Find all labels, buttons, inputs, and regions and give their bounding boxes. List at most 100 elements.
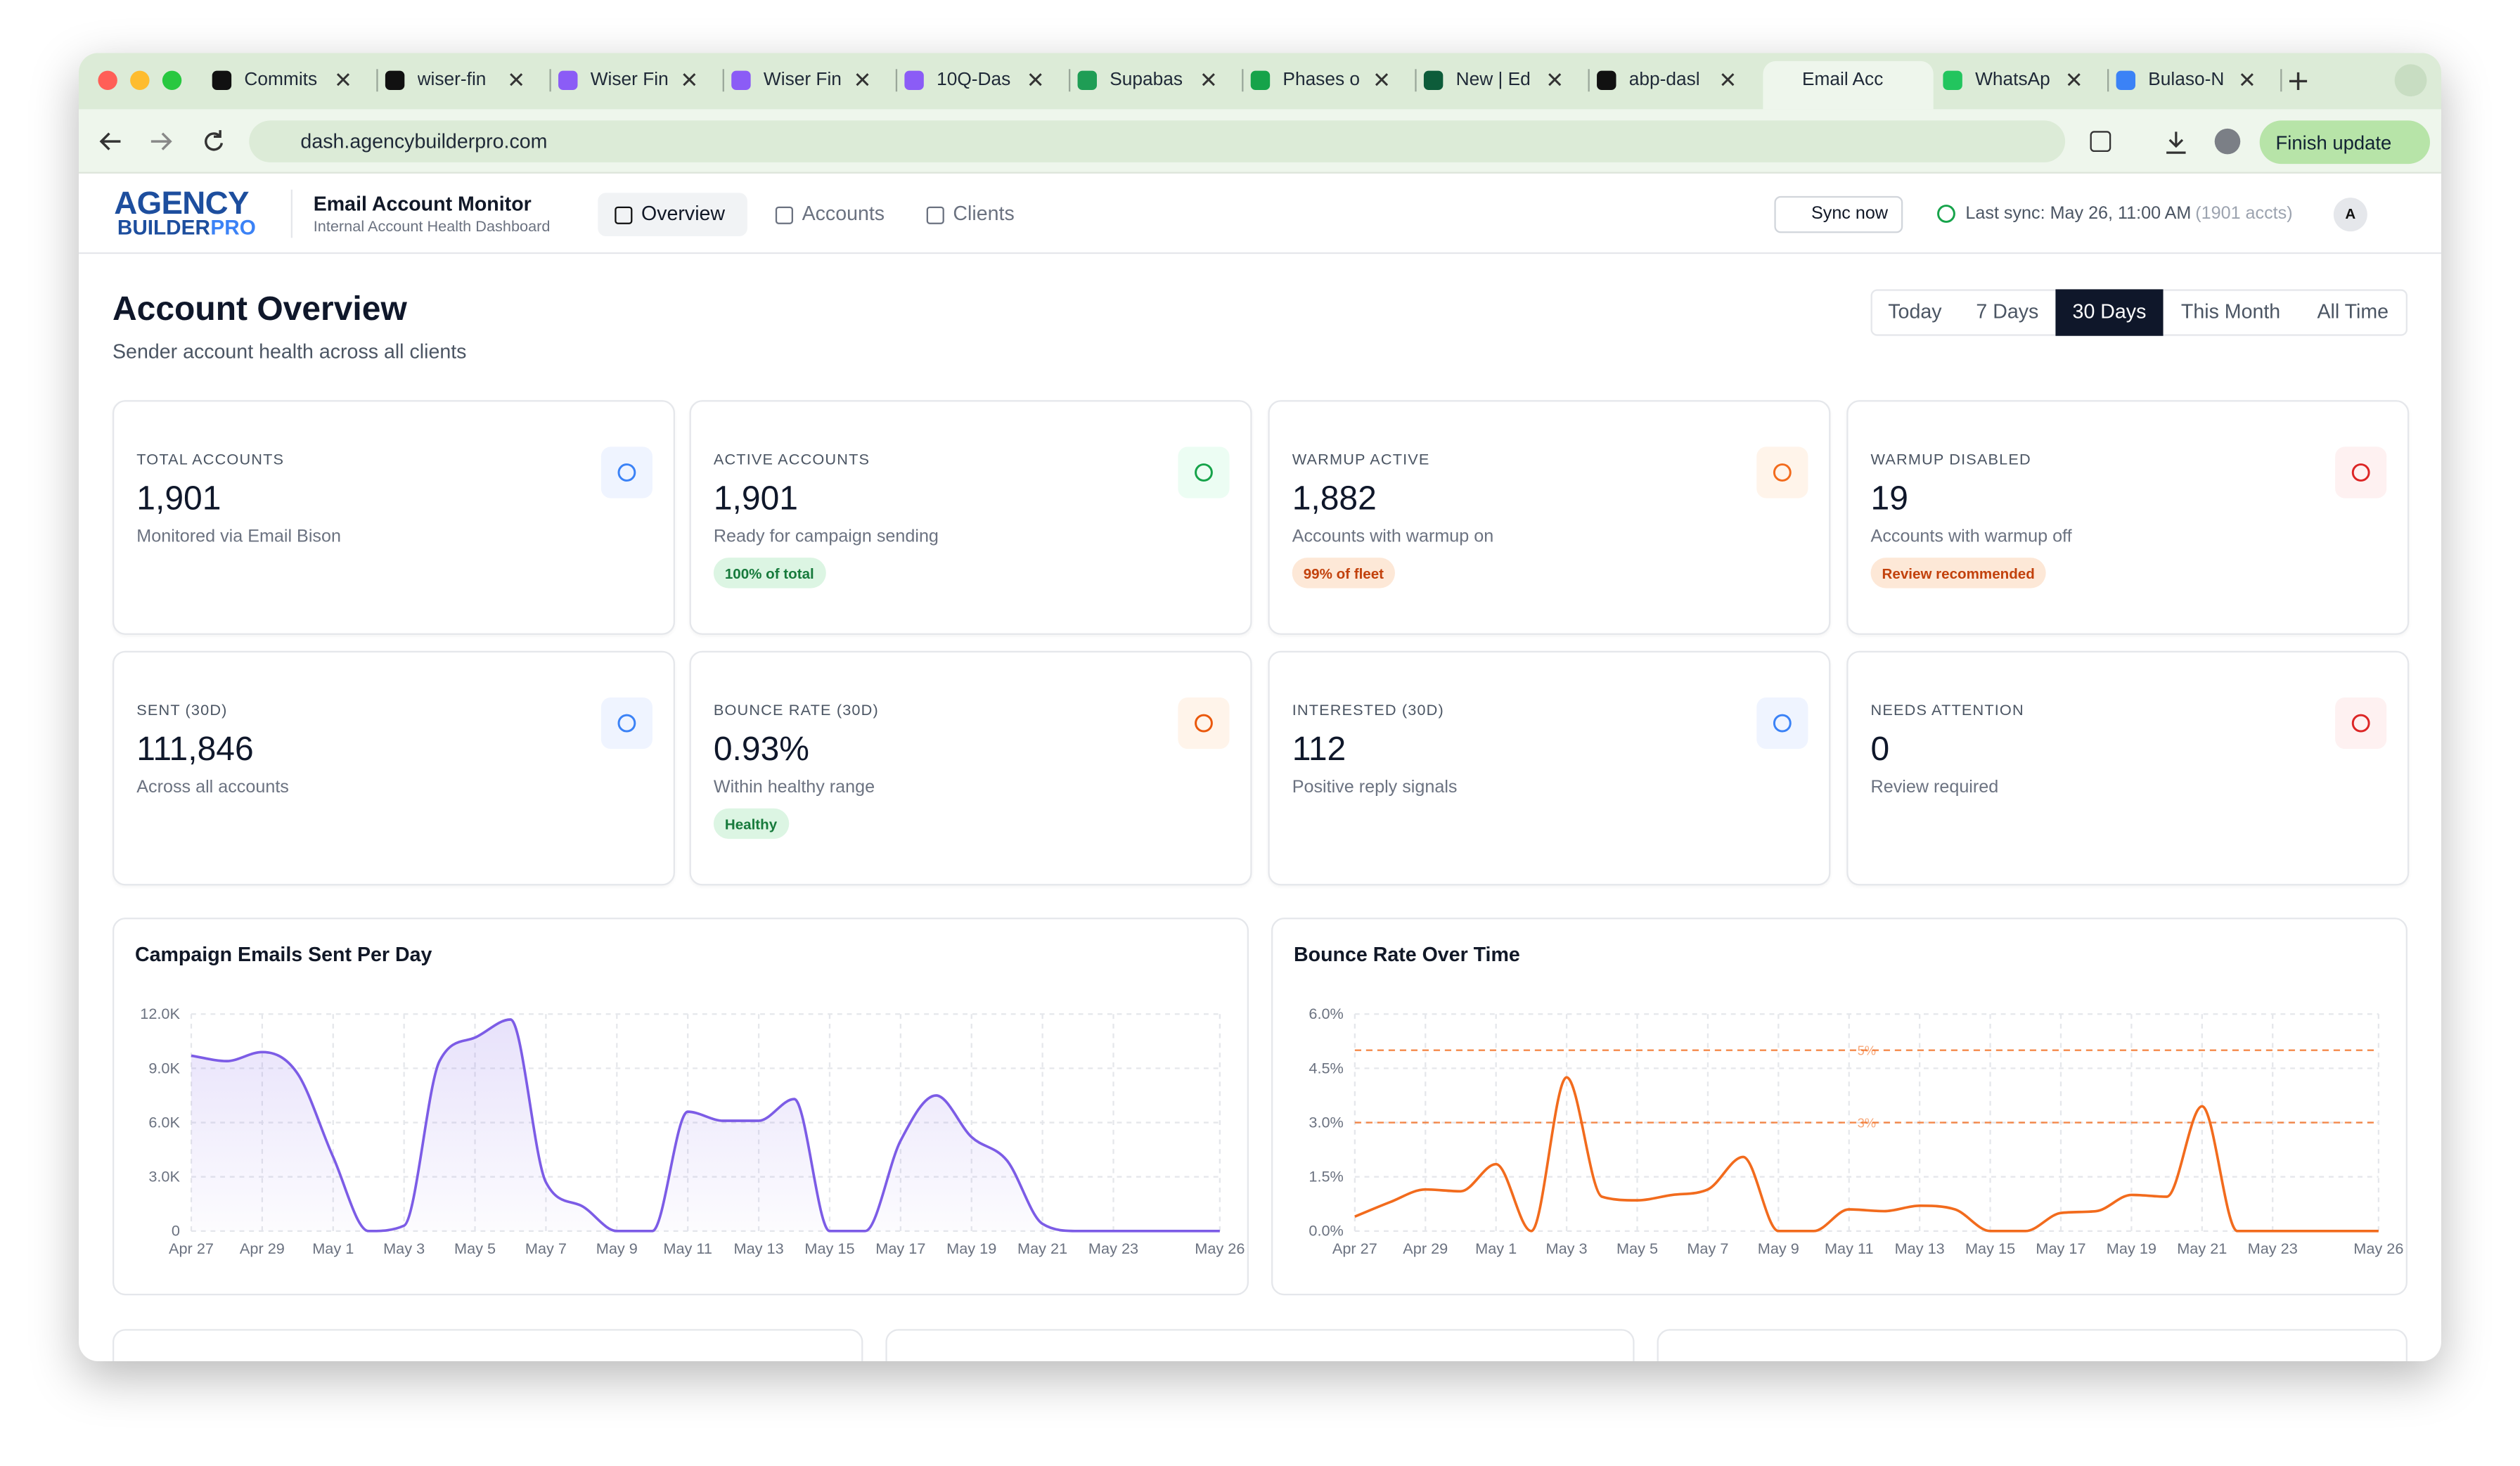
tab-close [510, 73, 523, 86]
download [2166, 131, 2186, 154]
section-card [885, 1329, 1635, 1361]
tab-close [2240, 73, 2254, 86]
tab-icon [1250, 70, 1271, 90]
logo-bottom: BUILDER [117, 215, 210, 240]
nav-item[interactable]: Accounts [759, 193, 904, 236]
tab-title: Email Acc [1801, 70, 1884, 90]
browser-tab[interactable]: Supabas [1071, 61, 1241, 110]
range-button[interactable]: 7 Days [1976, 300, 2039, 323]
card-icon [1178, 697, 1230, 750]
app-title: Email Account Monitor [313, 193, 532, 216]
tab-close [856, 73, 869, 86]
section-card [112, 1329, 863, 1361]
window-control [130, 70, 150, 90]
card-badge: 100% of total [713, 558, 825, 589]
tab-close [683, 73, 696, 86]
icon-glyph [617, 714, 636, 733]
status-icon [1937, 205, 1955, 223]
card-badge: 99% of fleet [1292, 558, 1396, 589]
stat-card: INTERESTED (30D) 112 Positive reply signal… [1268, 650, 1831, 886]
glyph [1773, 714, 1792, 733]
browser-tab[interactable]: 10Q-Das [898, 61, 1068, 110]
nav-icon [926, 206, 944, 224]
reload [205, 130, 224, 151]
glyph [617, 463, 636, 482]
browser-tab[interactable]: Bulaso-N [2109, 61, 2280, 110]
card-note: Review required [1870, 778, 1999, 797]
browser-tab[interactable]: Phases o [1245, 61, 1415, 110]
card-icon [2335, 697, 2387, 750]
glyph [2351, 463, 2370, 482]
sync-label: Sync now [1811, 204, 1889, 224]
glyph [2351, 714, 2370, 733]
browser-tab[interactable]: Commits [206, 61, 376, 110]
stat-card: SENT (30D) 111,846 Across all accounts [112, 650, 675, 886]
card-value: 19 [1870, 480, 1908, 517]
nav-icon [615, 206, 633, 224]
chrome-icons [98, 64, 2427, 155]
tab-icon [1423, 70, 1444, 90]
nav-glyph [775, 206, 793, 224]
browser-tab[interactable]: Wiser Fin [725, 61, 895, 110]
browser-tab[interactable]: Wiser Fin [552, 61, 722, 110]
tab-icon [1077, 70, 1097, 90]
url-bar[interactable] [249, 120, 2066, 162]
glyph [1195, 714, 1213, 733]
tab-icon [558, 70, 578, 90]
browser-tab[interactable]: Email Acc [1763, 60, 1934, 110]
card-note: Across all accounts [136, 778, 289, 797]
tab-close [2067, 73, 2081, 86]
avatar[interactable]: A [2333, 198, 2367, 232]
card-label: BOUNCE RATE (30D) [713, 702, 879, 720]
range-button[interactable]: All Time [2317, 300, 2389, 323]
nav-item[interactable]: Clients [910, 193, 1022, 236]
card-icon [600, 446, 652, 499]
last-sync: Last sync: May 26, 11:00 AM [1965, 204, 2192, 224]
card-value: 1,901 [713, 480, 798, 517]
window-content: Commits wiser-fin Wiser Fin Wiser Fin 10Q-Da… [78, 53, 2441, 1361]
window-control [162, 70, 182, 90]
tab-title: abp-dasl [1628, 70, 1700, 90]
card-note: Within healthy range [713, 778, 875, 797]
card-icon [2335, 446, 2387, 499]
tab-title: Supabas [1110, 70, 1183, 90]
update-button[interactable]: Finish update [2259, 120, 2430, 165]
tab-title: Bulaso-N [2148, 70, 2225, 90]
card-icon [600, 697, 652, 750]
nav-item[interactable]: Overview [598, 193, 747, 236]
tab-title: New | Ed [1455, 70, 1531, 90]
tab-title: Phases o [1282, 70, 1361, 90]
range-button[interactable]: 30 Days [2055, 289, 2164, 336]
card-label: WARMUP ACTIVE [1292, 451, 1430, 470]
chart-title: Bounce Rate Over Time [1293, 943, 1520, 966]
tab-title: Wiser Fin [590, 70, 669, 90]
stat-card: ACTIVE ACCOUNTS 1,901 Ready for campaign s… [689, 400, 1252, 635]
tab-icon [385, 70, 405, 90]
nav-label: Overview [641, 202, 726, 225]
card-label: ACTIVE ACCOUNTS [713, 451, 870, 470]
card-badge: Review recommended [1870, 558, 2046, 589]
tab-icon [2116, 70, 2136, 90]
card-note: Positive reply signals [1292, 778, 1458, 797]
sync-button[interactable]: Sync now [1774, 195, 1903, 233]
range-button[interactable]: Today [1888, 300, 1942, 323]
range-button[interactable]: This Month [2180, 300, 2281, 323]
url: dash.agencybuilderpro.com [300, 130, 548, 153]
tab-icon [731, 70, 751, 90]
browser-tab[interactable]: New | Ed [1418, 61, 1588, 110]
icon-glyph [2351, 463, 2370, 482]
tab-title: Commits [244, 70, 318, 90]
chart-card [1271, 918, 2408, 1296]
header-divider [290, 189, 292, 238]
browser-tab[interactable]: wiser-fin [379, 61, 549, 110]
card-note: Accounts with warmup off [1870, 527, 2072, 547]
browser-tab[interactable]: abp-dasl [1590, 61, 1761, 110]
card-value: 111,846 [136, 731, 254, 769]
tab-close [1029, 73, 1042, 86]
icon-glyph [1773, 714, 1792, 733]
nav-label: Clients [953, 202, 1015, 225]
nav-glyph [926, 206, 944, 224]
tab-icon [904, 70, 924, 90]
tab-menu [2394, 64, 2427, 97]
browser-tab[interactable]: WhatsAp [1936, 61, 2107, 110]
